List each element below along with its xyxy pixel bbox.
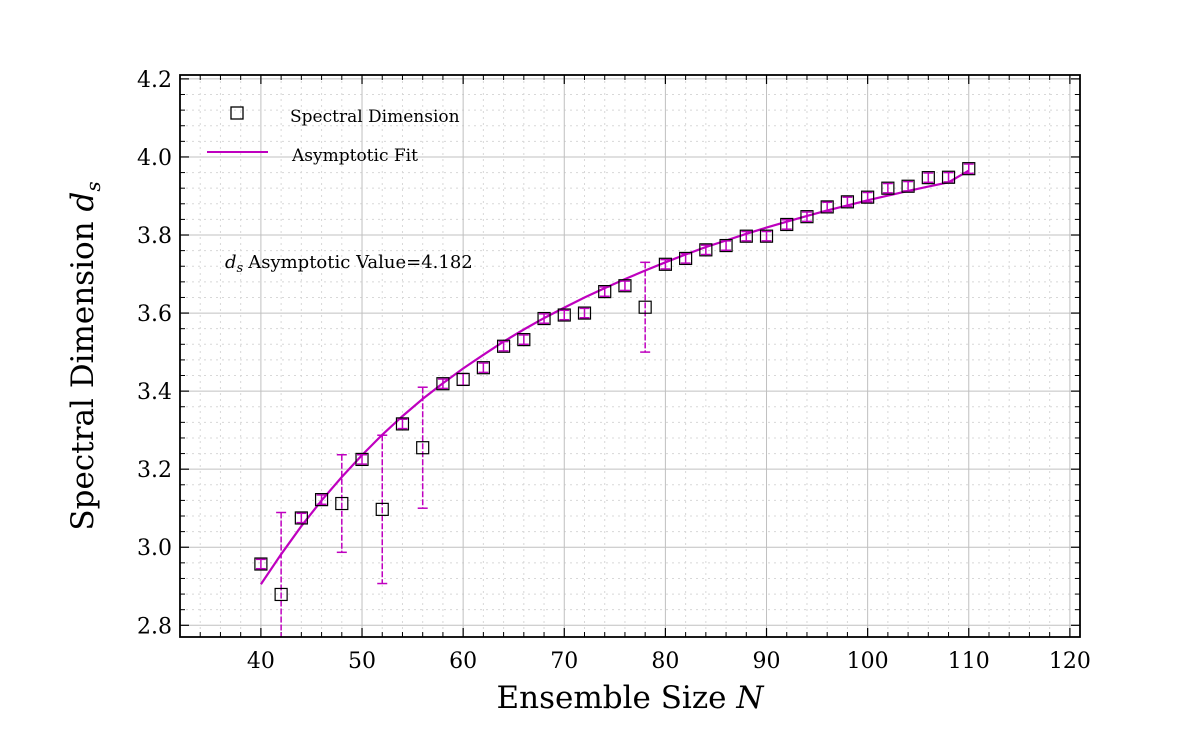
data-point (861, 190, 875, 204)
data-point (820, 200, 834, 214)
data-point (314, 493, 329, 507)
x-tick-label: 100 (847, 649, 889, 674)
y-tick-label: 4.2 (137, 68, 172, 93)
y-tick-label: 3.8 (137, 224, 172, 249)
data-point (537, 311, 551, 326)
data-point (335, 496, 349, 511)
x-tick-label: 90 (753, 649, 781, 674)
data-point (638, 300, 652, 314)
data-point (254, 557, 268, 571)
x-tick-label: 110 (948, 649, 990, 674)
data-point (476, 361, 490, 375)
data-point (881, 181, 895, 195)
legend-label-asymptotic-fit: Asymptotic Fit (291, 146, 418, 166)
data-point (921, 171, 935, 185)
data-point (436, 377, 450, 391)
data-point (416, 441, 430, 455)
asymptotic-fit-line (259, 169, 970, 585)
data-point (557, 308, 571, 322)
x-axis-title: Ensemble Size N (496, 680, 765, 716)
data-point (658, 257, 672, 271)
data-point (577, 306, 592, 320)
data-point (699, 243, 713, 257)
fit-layer (259, 169, 970, 585)
y-tick-label: 2.8 (137, 614, 172, 639)
y-tick-label: 3.4 (137, 380, 172, 405)
data-point (456, 372, 470, 387)
legend: Spectral Dimension Asymptotic Fit (207, 106, 460, 166)
tick-labels: 40 50 60 70 80 90 100 110 120 2.8 3.0 3.2 3.4 3.6 3.8 4… (137, 68, 1091, 674)
plot-frame (179, 74, 1081, 638)
data-point (739, 229, 753, 243)
data-point (294, 511, 308, 525)
data-markers (254, 162, 976, 602)
data-point (962, 162, 976, 176)
data-point (800, 210, 814, 224)
y-axis-title: Spectral Dimension ds (65, 181, 105, 530)
data-point (840, 195, 855, 209)
data-point (941, 170, 956, 184)
legend-label-spectral-dimension: Spectral Dimension (290, 107, 460, 127)
data-point (274, 587, 288, 602)
legend-marker-swatch (230, 106, 244, 120)
data-point (355, 452, 369, 467)
data-point (901, 179, 915, 193)
y-tick-label: 3.6 (137, 302, 172, 327)
data-point (496, 339, 511, 353)
data-point (517, 333, 531, 347)
data-point (719, 238, 733, 253)
data-point (598, 285, 612, 299)
asymptotic-value-annotation: ds Asymptotic Value=4.182 (225, 252, 473, 276)
data-point (375, 502, 389, 516)
x-tick-label: 40 (247, 649, 275, 674)
data-point (759, 229, 774, 243)
data-point (618, 279, 632, 293)
data-point (679, 251, 693, 266)
x-tick-label: 120 (1049, 649, 1091, 674)
x-tick-label: 50 (348, 649, 376, 674)
y-tick-label: 4.0 (137, 146, 172, 171)
data-point (395, 417, 410, 431)
x-tick-label: 70 (550, 649, 578, 674)
x-tick-label: 60 (449, 649, 477, 674)
y-tick-label: 3.2 (137, 458, 172, 483)
error-bars (255, 163, 974, 637)
y-tick-label: 3.0 (137, 536, 172, 561)
x-tick-label: 80 (651, 649, 679, 674)
data-point (780, 217, 794, 232)
